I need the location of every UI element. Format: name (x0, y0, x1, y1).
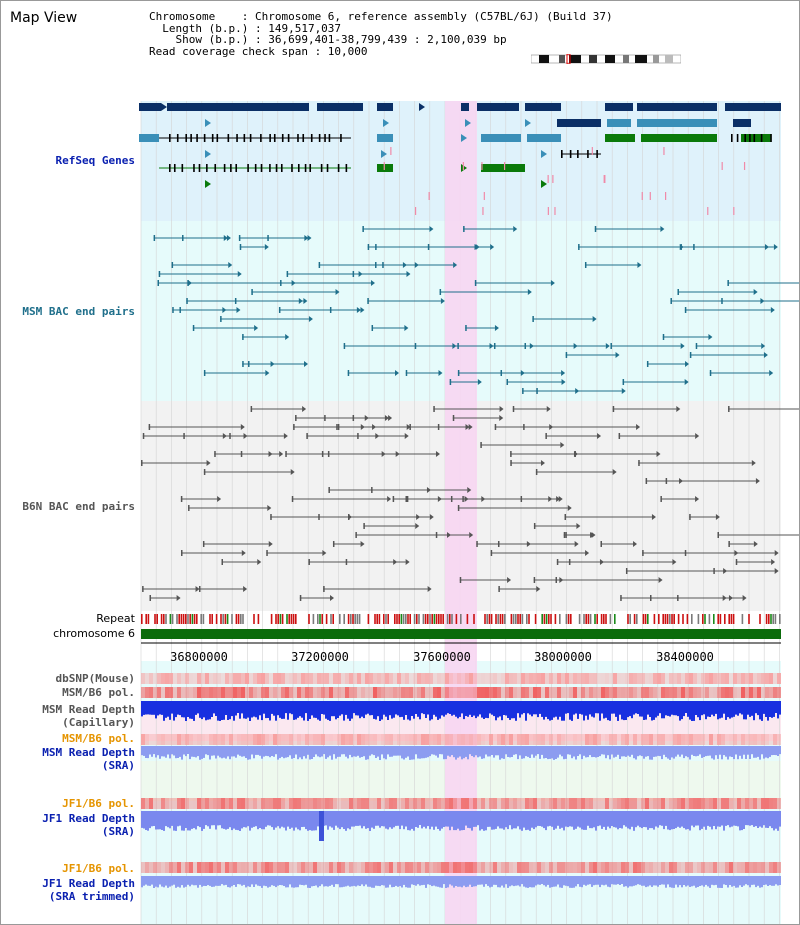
region-info: Chromosome : Chromosome 6, reference ass… (149, 11, 613, 57)
label-b6n-bac: B6N BAC end pairs (22, 500, 135, 513)
chromosome-bar[interactable] (141, 629, 781, 639)
position-axis: 36800000 37200000 37600000 38000000 3840… (141, 642, 781, 664)
label-jf1-b6-pol-2: JF1/B6 pol. (62, 862, 135, 875)
tick-label: 36800000 (170, 650, 228, 664)
label-msm-depth-cap: MSM Read Depth (42, 703, 135, 716)
label-chromosome: chromosome 6 (53, 627, 135, 640)
grid-lines (140, 101, 780, 924)
label-refseq: RefSeq Genes (56, 154, 135, 167)
b6n-bac-pairs[interactable] (141, 406, 800, 601)
read-depth-bars[interactable] (141, 701, 781, 888)
label-msm-depth-cap-sub: (Capillary) (62, 716, 135, 729)
tick-label: 37600000 (413, 650, 471, 664)
selection-highlight[interactable] (445, 101, 477, 925)
label-msm-depth-sra: MSM Read Depth (42, 746, 135, 759)
track-labels: RefSeq Genes MSM BAC end pairs B6N BAC e… (22, 154, 135, 903)
msm-bac-pairs[interactable] (153, 226, 800, 394)
length-line: Length (b.p.) : 149,517,037 (149, 21, 342, 35)
tick-label: 37200000 (291, 650, 349, 664)
label-jf1-trim-sub: (SRA trimmed) (49, 890, 135, 903)
label-jf1-depth-sub: (SRA) (102, 825, 135, 838)
coverage-line: Read coverage check span : 10,000 (149, 44, 368, 58)
label-msm-depth-sra-sub: (SRA) (102, 759, 135, 772)
label-repeat: Repeat (96, 612, 135, 625)
chromosome-ideogram[interactable] (531, 54, 681, 64)
label-msm-bac: MSM BAC end pairs (22, 305, 135, 318)
repeat-track[interactable] (141, 614, 781, 624)
label-jf1-trim: JF1 Read Depth (42, 877, 135, 890)
label-jf1-b6-pol: JF1/B6 pol. (62, 797, 135, 810)
refseq-track[interactable] (139, 103, 781, 188)
tick-label: 38400000 (656, 650, 714, 664)
show-line: Show (b.p.) : 36,699,401-38,799,439 : 2,… (149, 33, 507, 46)
chromosome-line: Chromosome : Chromosome 6, reference ass… (149, 10, 613, 23)
label-dbsnp: dbSNP(Mouse) (56, 672, 135, 685)
label-jf1-depth: JF1 Read Depth (42, 812, 135, 825)
tick-label: 38000000 (534, 650, 592, 664)
variation-strips[interactable] (141, 673, 781, 873)
label-msm-b6-pol: MSM/B6 pol. (62, 686, 135, 699)
refseq-minor-marks (383, 147, 746, 215)
label-msm-b6-pol-2: MSM/B6 pol. (62, 732, 135, 745)
page-title: Map View (10, 10, 78, 26)
refseq-exons (169, 134, 772, 172)
